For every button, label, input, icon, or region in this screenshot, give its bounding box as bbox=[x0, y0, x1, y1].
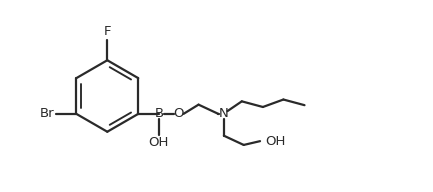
Text: O: O bbox=[174, 107, 184, 120]
Text: B: B bbox=[154, 107, 164, 120]
Text: OH: OH bbox=[265, 135, 286, 148]
Text: OH: OH bbox=[149, 136, 169, 149]
Text: F: F bbox=[103, 25, 111, 38]
Text: N: N bbox=[219, 107, 229, 120]
Text: Br: Br bbox=[39, 107, 54, 120]
